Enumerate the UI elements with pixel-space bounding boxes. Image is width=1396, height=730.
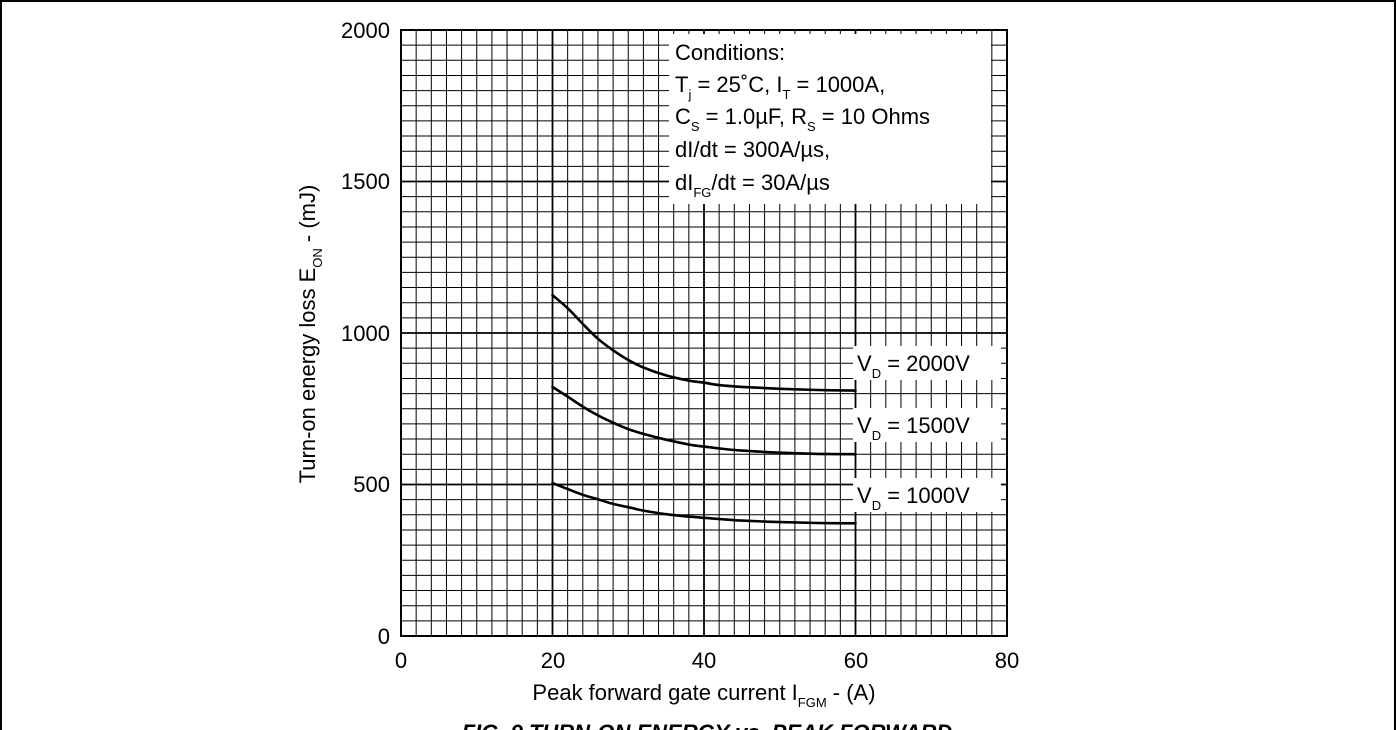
- y-tick-label-1500: 1500: [341, 169, 390, 194]
- series-label-2000v: VD = 2000V: [853, 346, 1001, 381]
- series-label-1500v-text: VD = 1500V: [857, 413, 970, 443]
- tick-labels: 2000 1500 1000 500 0 0 20 40 60 80: [341, 18, 1019, 673]
- y-axis-title: Turn-on energy loss EON - (mJ): [295, 185, 325, 484]
- series-label-1000v-text: VD = 1000V: [857, 483, 970, 513]
- conditions-line-2: CS = 1.0µF, RS = 10 Ohms: [675, 104, 930, 134]
- y-tick-label-1000: 1000: [341, 321, 390, 346]
- x-tick-label-60: 60: [844, 648, 868, 673]
- x-tick-label-40: 40: [692, 648, 716, 673]
- x-tick-label-80: 80: [995, 648, 1019, 673]
- series-line-1500v: [551, 385, 857, 456]
- series-lines: [551, 293, 857, 525]
- conditions-box-bg: [669, 34, 991, 204]
- series-label-2000v-text: VD = 2000V: [857, 351, 970, 381]
- conditions-line-1: Tj = 25˚C, IT = 1000A,: [675, 72, 885, 102]
- conditions-box: Conditions: Tj = 25˚C, IT = 1000A, CS = …: [669, 34, 991, 204]
- conditions-line-4: dIFG/dt = 30A/µs: [675, 170, 830, 200]
- x-tick-label-20: 20: [541, 648, 565, 673]
- series-label-1000v: VD = 1000V: [853, 478, 1001, 513]
- x-tick-label-0: 0: [395, 648, 407, 673]
- x-axis-title: Peak forward gate current IFGM - (A): [532, 680, 875, 710]
- y-tick-label-0: 0: [378, 624, 390, 649]
- conditions-line-3: dI/dt = 300A/µs,: [675, 137, 830, 162]
- series-label-2000v-bg: [853, 346, 1001, 380]
- series-label-1500v-bg: [853, 408, 1001, 442]
- series-line-2000v: [551, 293, 857, 392]
- y-tick-label-500: 500: [353, 472, 390, 497]
- figure-caption: FIG. 9 TURN-ON ENERGY vs. PEAK FORWARD: [462, 720, 953, 730]
- series-line-1000v: [551, 481, 857, 525]
- series-label-1000v-bg: [853, 478, 1001, 512]
- y-tick-label-2000: 2000: [341, 18, 390, 43]
- conditions-heading: Conditions:: [675, 40, 785, 65]
- series-label-1500v: VD = 1500V: [853, 408, 1001, 443]
- plot-border: [400, 29, 1008, 637]
